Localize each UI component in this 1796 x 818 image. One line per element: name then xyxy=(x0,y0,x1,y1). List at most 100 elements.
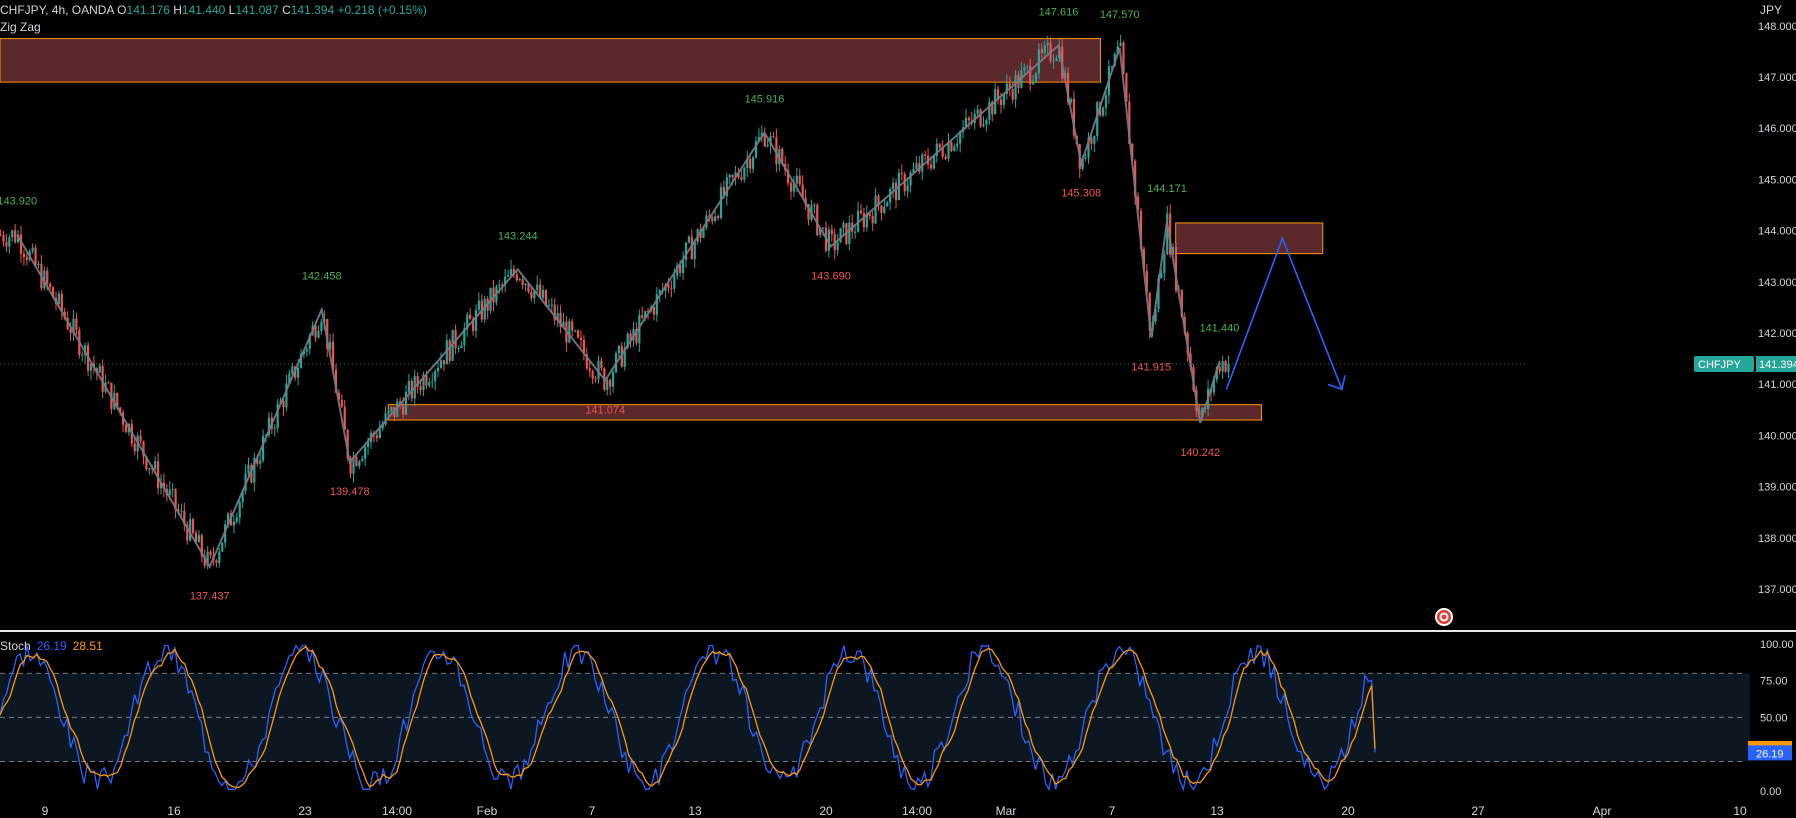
stoch-tick: 100.00 xyxy=(1760,639,1794,651)
candle-body xyxy=(1163,254,1166,274)
candle-body xyxy=(296,368,300,378)
price-tick: 147.000 xyxy=(1758,72,1796,84)
candle-body xyxy=(819,227,822,236)
candle-body xyxy=(168,489,171,496)
symbol-header[interactable]: CHFJPY, 4h, OANDA O141.176 H141.440 L141… xyxy=(0,3,427,17)
candle-body xyxy=(43,270,46,289)
candle-body xyxy=(673,275,676,289)
candle-body xyxy=(740,177,743,180)
stoch-legend[interactable]: Stoch 26.19 28.51 xyxy=(0,639,103,653)
candle-body xyxy=(492,287,495,303)
candle-body xyxy=(1171,246,1175,255)
candle-body xyxy=(638,315,641,344)
replay-target-icon[interactable] xyxy=(1435,608,1453,626)
indicator-label[interactable]: Zig Zag xyxy=(0,20,41,34)
candle-body xyxy=(865,213,868,228)
candle-body xyxy=(623,347,626,367)
candle-body xyxy=(1055,58,1058,61)
candle-body xyxy=(448,340,451,361)
candle-body xyxy=(635,328,638,344)
candle-body xyxy=(894,182,898,201)
candle-body xyxy=(571,321,574,331)
candle-body xyxy=(1014,74,1017,100)
candle-body xyxy=(75,318,78,330)
candle-body xyxy=(474,309,478,331)
time-tick: 13 xyxy=(688,804,702,818)
candle-body xyxy=(1101,107,1105,116)
candle-body xyxy=(915,163,918,170)
candle-body xyxy=(425,374,428,386)
candle-body xyxy=(334,369,338,393)
candle-body xyxy=(186,524,189,541)
candle-body xyxy=(716,216,720,219)
open-label: O xyxy=(117,3,127,17)
candle-body xyxy=(766,144,769,147)
pivot-label: 141.074 xyxy=(585,404,625,416)
candle-body xyxy=(708,215,711,218)
candle-body xyxy=(909,172,912,186)
candle-body xyxy=(308,335,311,350)
candle-body xyxy=(690,236,693,260)
candle-body xyxy=(401,404,405,415)
candle-body xyxy=(854,231,857,233)
candle-body xyxy=(967,117,971,121)
candle-body xyxy=(1026,66,1029,68)
price-axis[interactable]: 148.000 147.000 146.000 145.000 144.000 143.0… xyxy=(1694,21,1796,596)
price-tick: 148.000 xyxy=(1758,21,1796,33)
candle-body xyxy=(611,372,615,387)
candle-body xyxy=(139,435,142,442)
price-tick: 137.000 xyxy=(1758,584,1796,596)
candle-body xyxy=(124,424,128,433)
candle-body xyxy=(956,143,959,147)
candle-body xyxy=(900,172,903,174)
candle-body xyxy=(562,321,565,327)
candle-body xyxy=(836,242,839,251)
candle-body xyxy=(235,517,238,522)
candle-body xyxy=(921,154,924,172)
candle-body xyxy=(1069,98,1073,103)
candle-body xyxy=(929,164,933,169)
zone-0 xyxy=(0,38,1101,83)
candle-body xyxy=(839,228,842,243)
candle-body xyxy=(725,177,728,197)
price-tick: 140.000 xyxy=(1758,430,1796,442)
candle-body xyxy=(1227,363,1230,372)
candle-body xyxy=(862,213,866,228)
candle-body xyxy=(521,279,524,285)
candle-body xyxy=(69,329,72,334)
candle-body xyxy=(1040,49,1043,54)
candle-body xyxy=(483,298,486,320)
pivot-label: 140.242 xyxy=(1180,447,1220,459)
candle-body xyxy=(407,381,411,392)
candle-body xyxy=(504,276,507,286)
candle-body xyxy=(1212,379,1216,393)
candle-body xyxy=(171,488,174,490)
candle-body xyxy=(644,311,647,318)
candle-body xyxy=(148,468,151,470)
pivot-label: 139.478 xyxy=(330,486,370,498)
candle-body xyxy=(288,373,291,384)
candle-body xyxy=(544,289,548,306)
candle-body xyxy=(1043,45,1046,54)
candle-body xyxy=(428,382,431,386)
symbol-badge-text: CHFJPY xyxy=(1698,359,1741,371)
candle-body xyxy=(702,227,705,238)
stoch-d-value: 28.51 xyxy=(72,639,103,653)
candle-body xyxy=(804,197,807,205)
time-axis[interactable]: 9 16 23 14:00 Feb 7 13 20 14:00 Mar 7 13 20 27 Apr 10 xyxy=(42,804,1747,818)
pivot-label: 141.440 xyxy=(1200,323,1240,335)
candle-body xyxy=(792,183,796,192)
candle-body xyxy=(731,174,734,178)
candle-body xyxy=(422,374,425,391)
candle-body xyxy=(1180,289,1183,318)
candle-body xyxy=(588,368,591,372)
candle-body xyxy=(355,456,358,466)
candle-body xyxy=(655,294,658,315)
candle-body xyxy=(98,365,101,373)
candle-body xyxy=(506,275,510,277)
candle-body xyxy=(906,185,909,192)
symbol-title[interactable]: CHFJPY, 4h, OANDA xyxy=(0,3,114,17)
candle-body xyxy=(877,195,880,206)
